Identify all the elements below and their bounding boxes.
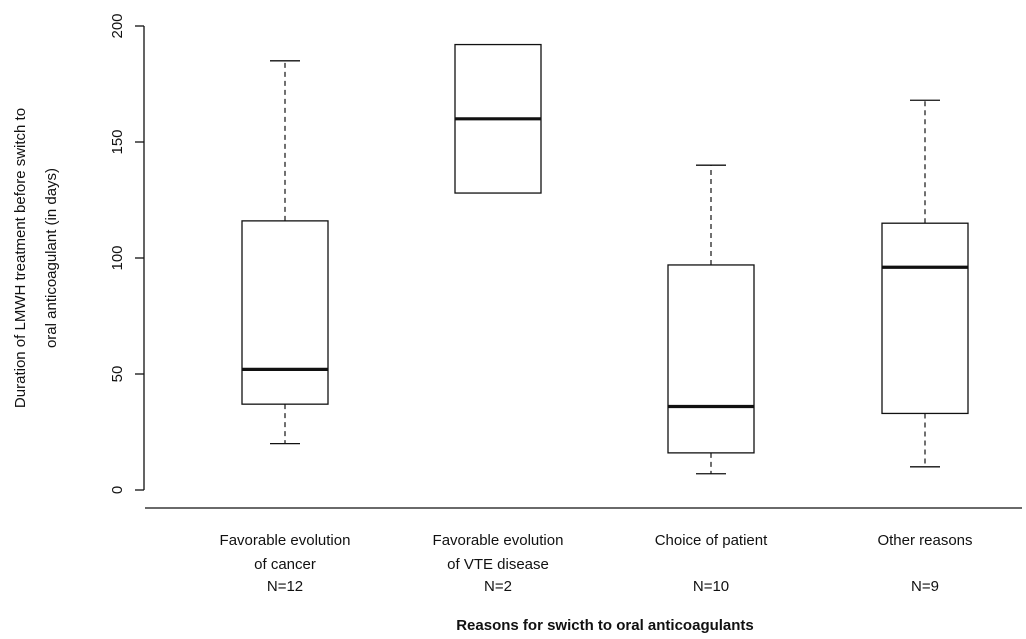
x-category-n-label: N=12 (267, 578, 303, 595)
y-axis-title: Duration of LMWH treatment before switch… (12, 108, 60, 408)
box-group (881, 99, 969, 468)
y-axis-title-line: Duration of LMWH treatment before switch… (12, 108, 29, 408)
x-category-n-label: N=2 (484, 578, 512, 595)
iqr-box (881, 222, 969, 415)
x-axis-title: Reasons for swicth to oral anticoagulant… (456, 617, 754, 634)
box-group (454, 43, 542, 194)
boxes (241, 43, 969, 475)
iqr-box (241, 220, 329, 405)
y-tick-label: 50 (109, 366, 126, 383)
y-tick-label: 0 (109, 486, 126, 494)
x-category-label: Other reasons (877, 532, 972, 549)
x-category-label: of cancer (254, 556, 316, 573)
iqr-box (667, 264, 755, 454)
y-axis-title-line: oral anticoagulant (in days) (43, 168, 60, 348)
y-axis: 0 50 100 150 200 (109, 13, 145, 494)
y-tick-label: 200 (109, 13, 126, 38)
box-group (241, 60, 329, 445)
x-category-label: Favorable evolution (220, 532, 351, 549)
x-category-label: of VTE disease (447, 556, 549, 573)
x-category-label: Choice of patient (655, 532, 768, 549)
x-category-n-label: N=9 (911, 578, 939, 595)
x-category-n-label: N=10 (693, 578, 729, 595)
box-group (667, 164, 755, 475)
y-tick-label: 100 (109, 245, 126, 270)
x-category-label: Favorable evolution (433, 532, 564, 549)
x-category-labels: Favorable evolution of cancer N=12 Favorabl… (220, 532, 973, 595)
y-tick-label: 150 (109, 129, 126, 154)
